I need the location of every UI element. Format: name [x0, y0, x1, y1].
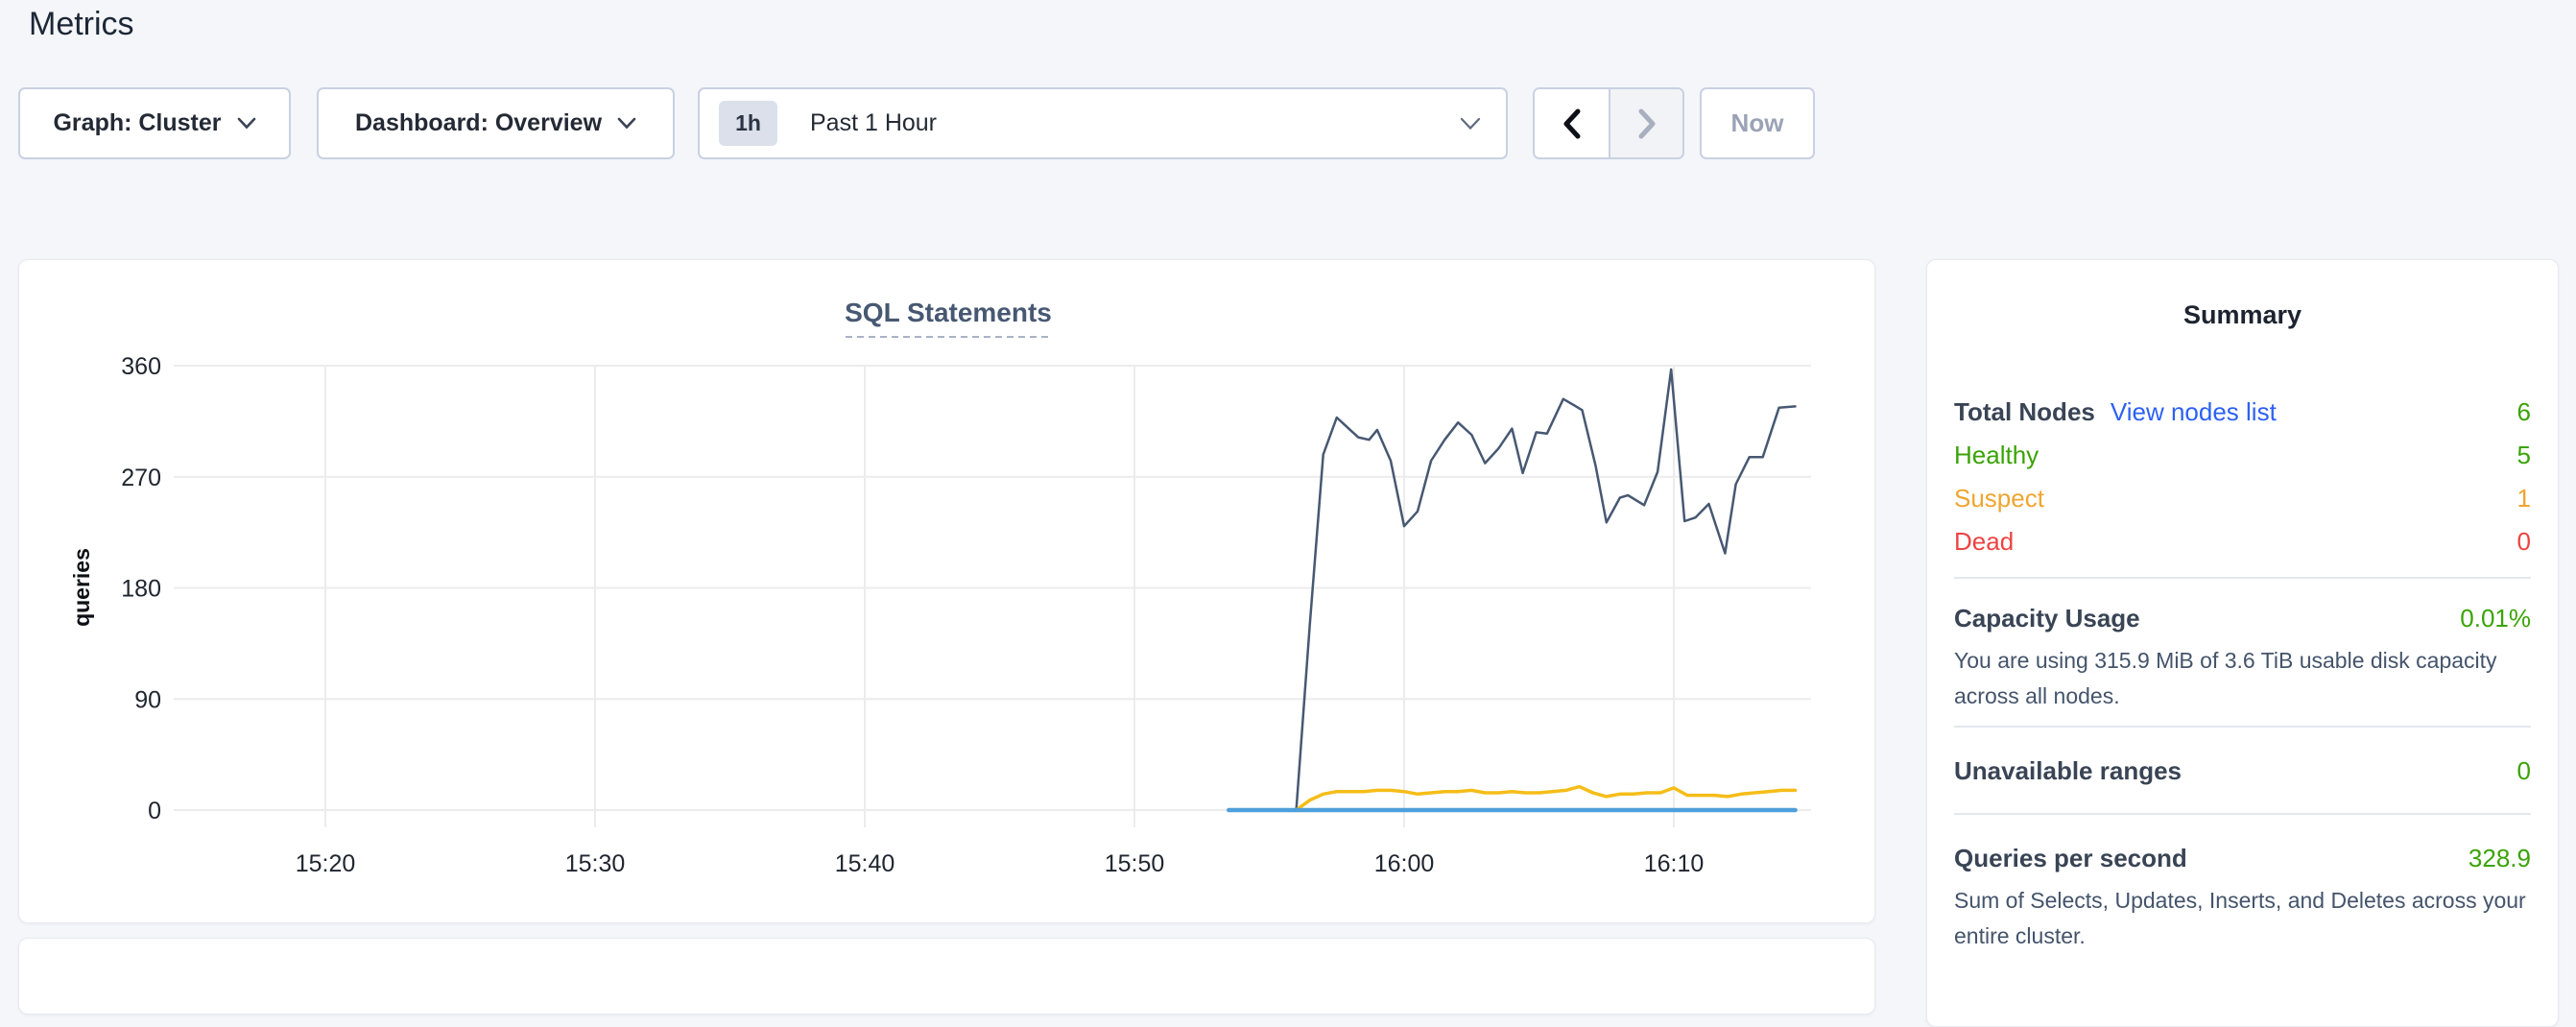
chevron-left-icon	[1563, 108, 1580, 138]
view-nodes-list-link[interactable]: View nodes list	[2110, 396, 2277, 426]
dead-value: 0	[2516, 527, 2531, 556]
total-nodes-label: Total Nodes	[1954, 396, 2095, 426]
capacity-usage-description: You are using 315.9 MiB of 3.6 TiB usabl…	[1954, 648, 2497, 708]
time-range-badge: 1h	[719, 101, 777, 146]
sql-statements-chart: 15:20 15:30 15:40 15:50 16:00 16:10 0 90 180 270 3…	[69, 298, 1811, 877]
y-tick-label: 180	[121, 576, 161, 603]
queries-per-second-row: Queries per second 328.9	[1954, 844, 2531, 873]
chevron-down-icon	[617, 117, 636, 130]
summary-title: Summary	[2182, 300, 2302, 329]
x-tick-label: 15:20	[296, 850, 356, 877]
dead-label: Dead	[1954, 527, 2015, 556]
chevron-down-icon	[237, 117, 255, 130]
time-nav-group	[1533, 87, 1684, 159]
x-tick-label: 15:40	[835, 850, 895, 877]
y-tick-label: 90	[134, 686, 161, 713]
unavailable-ranges-label: Unavailable ranges	[1954, 756, 2182, 785]
summary-card: Summary Total Nodes View nodes list 6 He…	[1926, 259, 2559, 1027]
capacity-usage-row: Capacity Usage 0.01%	[1954, 604, 2531, 633]
graph-dropdown-value: Graph: Cluster	[53, 109, 222, 136]
suspect-value: 1	[2516, 484, 2531, 513]
healthy-nodes-row: Healthy 5	[1954, 434, 2531, 477]
next-time-button[interactable]	[1609, 89, 1682, 157]
page-title: Metrics	[29, 6, 134, 42]
dashboard-dropdown[interactable]: Dashboard: Overview	[317, 87, 675, 159]
chevron-right-icon	[1638, 108, 1655, 138]
sql-statements-chart-card: 15:20 15:30 15:40 15:50 16:00 16:10 0 90 180 270 3…	[18, 259, 1875, 923]
capacity-usage-value: 0.01%	[2460, 604, 2531, 633]
x-tick-label: 15:50	[1105, 850, 1165, 877]
dashboard-dropdown-value: Dashboard: Overview	[354, 109, 603, 136]
healthy-label: Healthy	[1954, 441, 2039, 469]
queries-per-second-value: 328.9	[2468, 844, 2531, 872]
suspect-label: Suspect	[1954, 484, 2044, 513]
capacity-usage-label: Capacity Usage	[1954, 604, 2140, 633]
now-button[interactable]: Now	[1700, 87, 1815, 159]
divider	[1954, 577, 2531, 579]
chart-line-series-1	[1228, 368, 1797, 812]
suspect-nodes-row: Suspect 1	[1954, 477, 2531, 520]
y-axis-label: queries	[69, 548, 94, 627]
unavailable-ranges-row: Unavailable ranges 0	[1954, 756, 2531, 786]
healthy-value: 5	[2516, 441, 2531, 469]
y-tick-label: 0	[148, 798, 161, 824]
chart-line-series-2	[1227, 784, 1798, 812]
x-tick-label: 16:00	[1374, 850, 1435, 877]
prev-time-button[interactable]	[1535, 89, 1609, 157]
graph-dropdown[interactable]: Graph: Cluster	[18, 87, 291, 159]
chevron-down-icon	[1460, 117, 1481, 130]
chart-title[interactable]: SQL Statements	[845, 298, 1052, 327]
queries-per-second-description: Sum of Selects, Updates, Inserts, and De…	[1954, 888, 2526, 948]
now-button-label: Now	[1730, 108, 1784, 137]
y-tick-label: 360	[121, 353, 161, 380]
next-chart-card	[18, 938, 1875, 1015]
queries-per-second-label: Queries per second	[1954, 844, 2187, 872]
metrics-page: { "page": { "title": "Metrics" }, "toolb…	[18, 6, 2559, 1027]
total-nodes-row: Total Nodes View nodes list 6	[1954, 390, 2531, 434]
x-tick-label: 16:10	[1644, 850, 1705, 877]
divider	[1954, 813, 2531, 815]
dead-nodes-row: Dead 0	[1954, 520, 2531, 563]
divider	[1954, 726, 2531, 728]
time-range-label: Past 1 Hour	[810, 109, 938, 136]
x-tick-label: 15:30	[565, 850, 626, 877]
unavailable-ranges-value: 0	[2516, 756, 2531, 785]
total-nodes-value: 6	[2516, 396, 2531, 426]
y-tick-label: 270	[121, 465, 161, 491]
time-range-selector[interactable]: 1h Past 1 Hour	[698, 87, 1508, 159]
